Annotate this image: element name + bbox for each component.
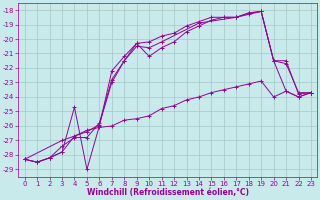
X-axis label: Windchill (Refroidissement éolien,°C): Windchill (Refroidissement éolien,°C) <box>87 188 249 197</box>
